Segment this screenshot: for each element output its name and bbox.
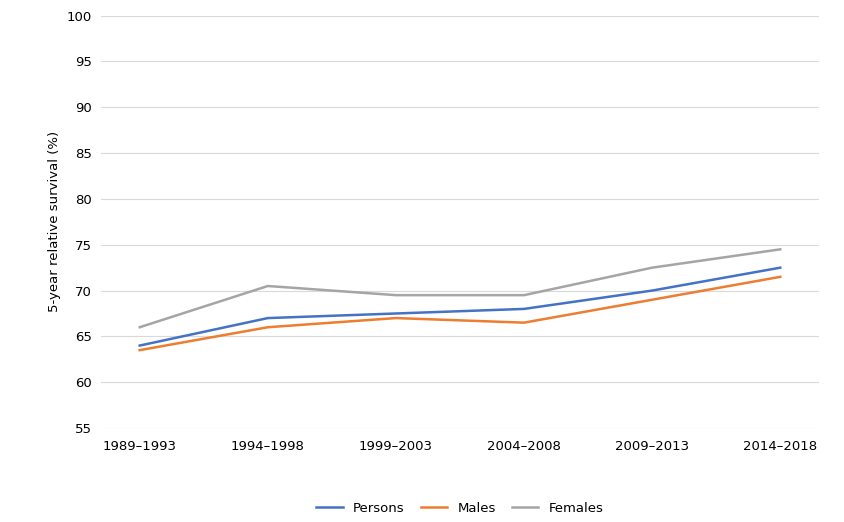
Females — [647, 265, 657, 271]
Females — [262, 283, 273, 289]
Line: Females: Females — [140, 250, 780, 327]
Persons — [262, 315, 273, 321]
Males — [647, 296, 657, 303]
Males — [519, 319, 529, 326]
Y-axis label: 5-year relative survival (%): 5-year relative survival (%) — [48, 132, 61, 312]
Persons — [391, 311, 401, 317]
Persons — [647, 288, 657, 294]
Legend: Persons, Males, Females: Persons, Males, Females — [311, 496, 609, 520]
Females — [135, 324, 145, 330]
Males — [391, 315, 401, 321]
Line: Persons: Persons — [140, 268, 780, 346]
Persons — [135, 342, 145, 349]
Females — [775, 246, 785, 253]
Line: Males: Males — [140, 277, 780, 350]
Persons — [775, 265, 785, 271]
Males — [135, 347, 145, 353]
Males — [262, 324, 273, 330]
Females — [519, 292, 529, 298]
Females — [391, 292, 401, 298]
Males — [775, 274, 785, 280]
Persons — [519, 306, 529, 312]
